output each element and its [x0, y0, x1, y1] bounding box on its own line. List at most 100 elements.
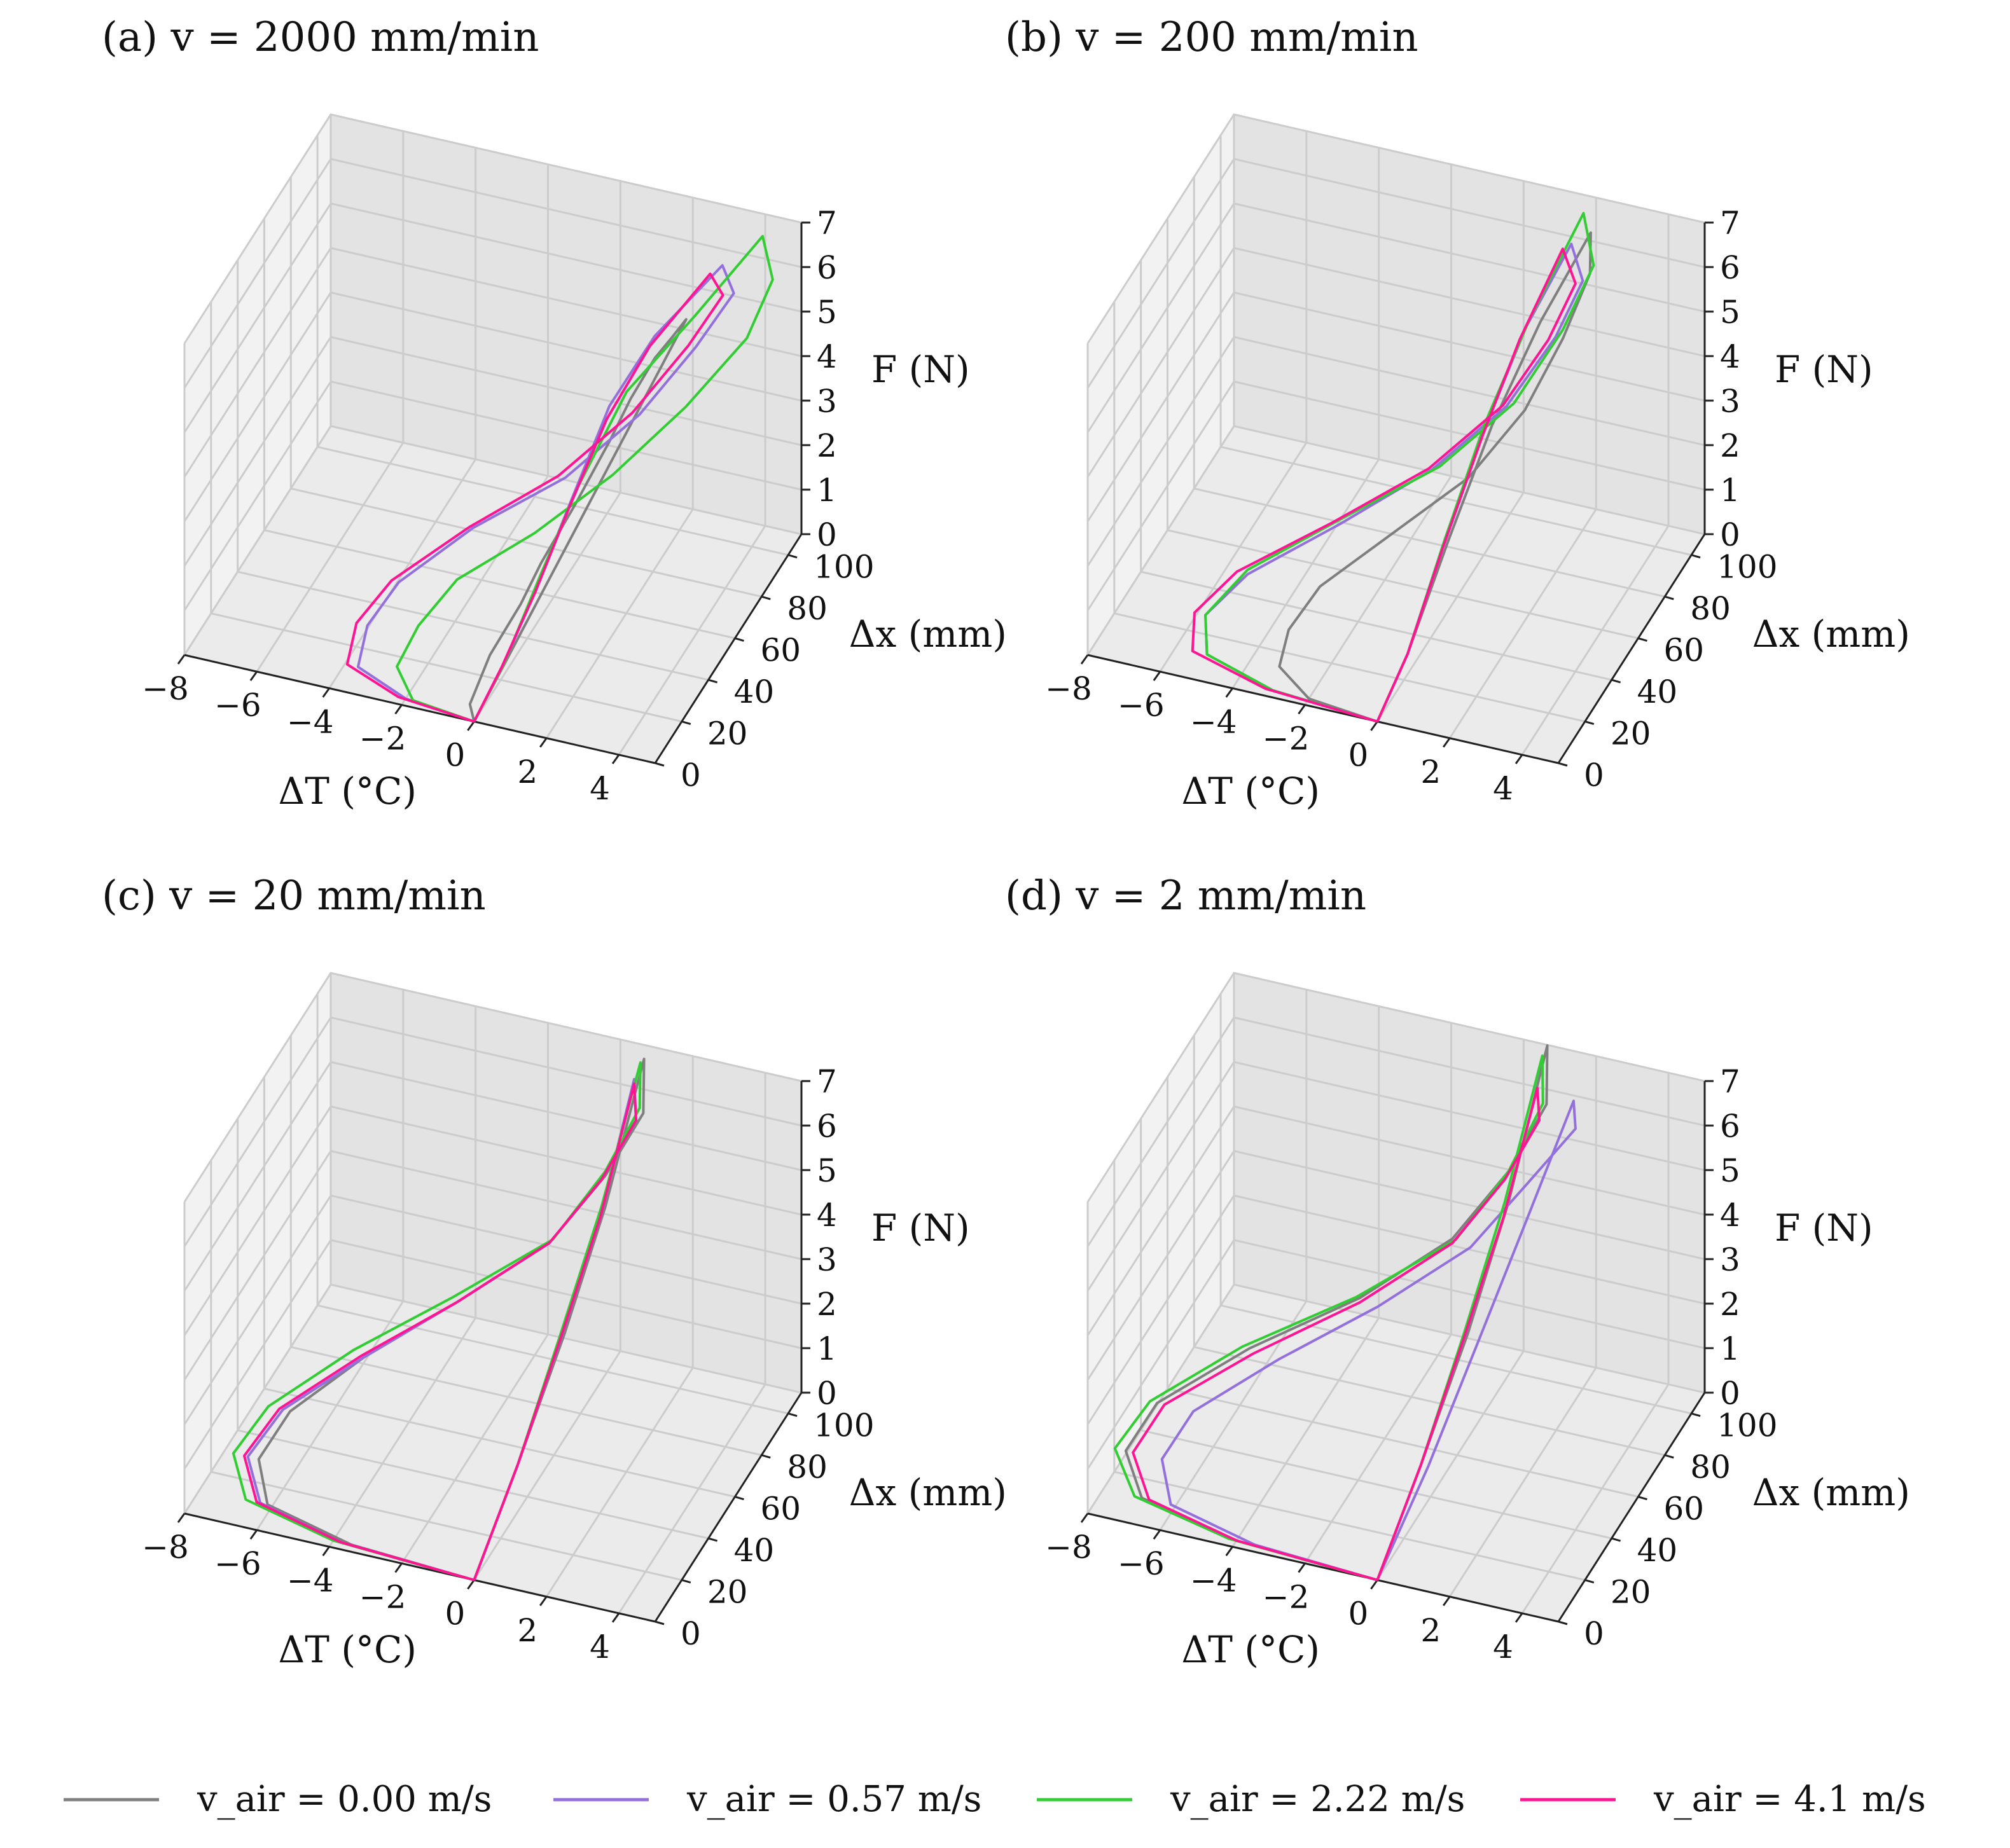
floor-pane: [184, 426, 801, 763]
x-tick-label: 0: [445, 1596, 465, 1632]
y-tick-label: 20: [1611, 1574, 1651, 1611]
z-tick-label: 5: [817, 1152, 837, 1189]
y-tick-label: 0: [681, 757, 701, 794]
panel-b: −8 −6 −4 −2 0 2 4 0 20 40 60 80 100 0 1 2 3 4 5 6 7 ΔT (°C) Δx…: [903, 0, 1908, 852]
z-tick-label: 3: [1720, 383, 1740, 420]
gridline-z: [1086, 1283, 1705, 1514]
x-tick-label: −6: [214, 687, 261, 724]
x-tick-label: −8: [1045, 670, 1092, 707]
gridline-z: [183, 113, 802, 344]
x-tick-mark: [394, 704, 403, 715]
x-axis-line: [184, 1512, 656, 1623]
x-tick-mark: [467, 1579, 475, 1590]
x-tick-mark: [1514, 754, 1523, 764]
y-tick-mark: [1638, 1496, 1647, 1501]
x-tick-mark: [249, 671, 258, 682]
y-tick-mark: [1584, 721, 1595, 725]
x-tick-label: 2: [1420, 1612, 1441, 1649]
panel-a: −8 −6 −4 −2 0 2 4 0 20 40 60 80 100 0 1 2 3 4 5 6 7 ΔT (°C) Δx…: [0, 0, 1005, 852]
z-tick-label: 3: [817, 1241, 837, 1278]
z-tick-label: 3: [1720, 1241, 1740, 1278]
x-tick-mark: [611, 754, 620, 764]
y-axis-line: [1557, 1392, 1706, 1622]
legend: v_air = 0.00 m/s v_air = 0.57 m/s v_air = …: [0, 1768, 2010, 1838]
x-tick-mark: [1080, 1513, 1089, 1523]
panel-c-title: (c) v = 20 mm/min: [102, 872, 486, 920]
side-pane: [1088, 114, 1234, 655]
y-tick-label: 0: [1584, 1615, 1604, 1652]
z-tick-label: 0: [1720, 1375, 1740, 1412]
x-tick-mark: [1153, 1529, 1161, 1540]
y-tick-label: 60: [760, 1491, 801, 1527]
z-tick-label: 2: [817, 427, 837, 464]
y-tick-label: 80: [1690, 590, 1731, 627]
y-tick-mark: [735, 637, 744, 642]
z-axis-label: F (N): [871, 1206, 970, 1250]
z-tick-label: 0: [817, 516, 837, 553]
x-tick-label: −8: [1045, 1529, 1092, 1566]
z-tick-label: 7: [1720, 1063, 1740, 1100]
gridline-z: [183, 425, 802, 656]
series-line-3: [1191, 247, 1577, 723]
z-tick-label: 1: [817, 1330, 837, 1367]
y-tick-mark: [1558, 1620, 1568, 1625]
x-tick-mark: [322, 687, 330, 698]
series-line-0: [468, 318, 688, 722]
y-tick-label: 80: [787, 590, 828, 627]
gridline-z: [183, 1283, 802, 1514]
side-pane: [184, 973, 331, 1514]
gridline-z: [1086, 380, 1705, 611]
legend-label-2: v_air = 2.22 m/s: [1170, 1779, 1465, 1820]
x-tick-mark: [1225, 687, 1233, 698]
y-tick-label: 100: [814, 549, 874, 586]
gridline-z: [183, 291, 802, 522]
y-axis-line: [654, 534, 803, 764]
panel-c: −8 −6 −4 −2 0 2 4 0 20 40 60 80 100 0 1 2 3 4 5 6 7 ΔT (°C) Δx…: [0, 858, 1005, 1711]
z-tick-label: 1: [1720, 1330, 1740, 1367]
gridline-z: [1086, 1061, 1705, 1292]
back-pane: [1234, 114, 1705, 534]
y-tick-mark: [735, 1496, 744, 1501]
y-axis-label: Δx (mm): [849, 612, 1005, 656]
x-tick-mark: [467, 721, 475, 731]
y-tick-mark: [708, 679, 718, 684]
y-tick-mark: [1664, 595, 1674, 600]
gridline-z: [183, 1061, 802, 1292]
y-tick-mark: [1611, 679, 1621, 684]
y-tick-label: 100: [814, 1407, 874, 1444]
gridline-z: [183, 972, 802, 1203]
gridline-z: [1086, 336, 1705, 567]
gridline-z: [183, 1105, 802, 1336]
y-tick-label: 60: [1663, 1491, 1704, 1527]
z-tick-label: 1: [1720, 472, 1740, 509]
x-tick-label: 0: [1348, 737, 1368, 774]
z-tick-label: 7: [817, 205, 837, 242]
gridline-z: [183, 1239, 802, 1470]
x-tick-mark: [611, 1613, 620, 1623]
gridline-z: [183, 1194, 802, 1425]
z-tick-label: 2: [1720, 427, 1740, 464]
panel-b-title: (b) v = 200 mm/min: [1005, 14, 1418, 61]
gridline-z: [1086, 1239, 1705, 1470]
x-tick-label: −8: [142, 670, 189, 707]
z-tick-label: 5: [1720, 294, 1740, 331]
gridline-z: [183, 1150, 802, 1381]
y-tick-mark: [681, 1579, 691, 1583]
y-tick-label: 60: [760, 632, 801, 669]
x-tick-mark: [249, 1529, 258, 1540]
x-tick-label: 4: [590, 1629, 610, 1665]
z-tick-label: 6: [817, 249, 837, 286]
y-tick-mark: [787, 554, 798, 559]
x-axis-line: [184, 654, 656, 764]
x-tick-label: 0: [1348, 1596, 1368, 1632]
x-tick-mark: [1298, 704, 1306, 715]
gridline-z: [183, 380, 802, 611]
z-axis-label: F (N): [1775, 348, 1873, 391]
x-tick-label: −2: [1263, 1578, 1310, 1615]
x-tick-label: 2: [1420, 754, 1441, 790]
z-tick-label: 7: [817, 1063, 837, 1100]
y-axis-label: Δx (mm): [1752, 612, 1908, 656]
x-tick-mark: [539, 737, 548, 748]
